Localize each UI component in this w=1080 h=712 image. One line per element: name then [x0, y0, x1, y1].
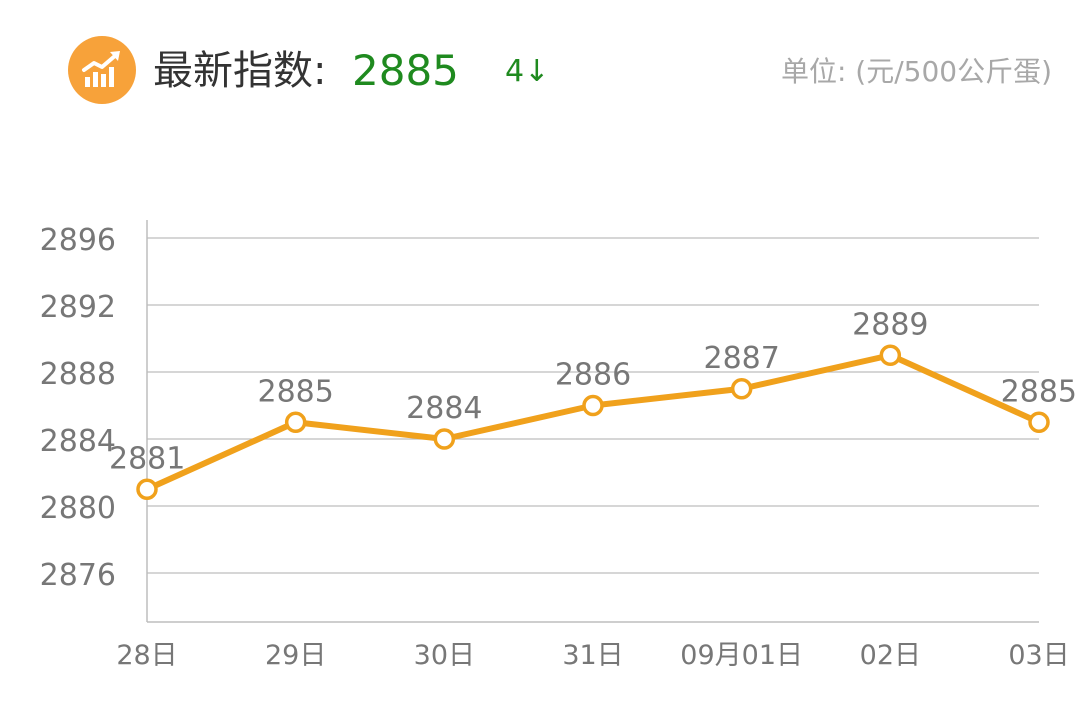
y-tick-label: 2880: [40, 491, 116, 526]
data-points: [136, 344, 1050, 500]
data-point: [136, 478, 158, 500]
x-tick-label: 03日: [1008, 640, 1069, 671]
data-label: 2886: [555, 358, 631, 393]
x-tick-label: 29日: [265, 640, 326, 671]
latest-index-value: 2885: [352, 46, 459, 95]
data-point: [730, 378, 753, 400]
data-label: 2885: [257, 374, 333, 409]
data-label: 2885: [1001, 374, 1077, 409]
x-axis-tick-labels: 28日 29日 30日 31日 09月01日 02日 03日: [116, 640, 1069, 671]
y-tick-label: 2892: [40, 290, 116, 325]
latest-index-label: 最新指数:: [153, 48, 327, 94]
x-tick-label: 02日: [860, 640, 921, 671]
y-tick-label: 2896: [40, 223, 116, 258]
unit-label: 单位: (元/500公斤蛋): [780, 55, 1052, 88]
data-labels: 2881 2885 2884 2886 2887 2889 2885: [109, 307, 1077, 476]
data-label: 2889: [852, 307, 928, 342]
x-tick-label: 30日: [414, 640, 475, 671]
x-tick-label: 09月01日: [680, 640, 803, 671]
y-axis-tick-labels: 2876 2880 2884 2888 2892 2896: [40, 223, 116, 593]
data-label: 2881: [109, 441, 185, 476]
data-point: [1028, 411, 1050, 433]
grid-lines: [147, 237, 1039, 574]
y-tick-label: 2876: [40, 558, 116, 593]
data-label: 2887: [703, 341, 779, 376]
data-label: 2884: [406, 391, 482, 426]
data-point: [433, 428, 456, 450]
data-point: [879, 344, 902, 366]
y-tick-label: 2884: [40, 424, 116, 459]
index-change-indicator: 4↓: [505, 54, 550, 89]
data-point: [284, 411, 307, 433]
trend-chart-icon: [68, 36, 136, 104]
x-tick-label: 28日: [116, 640, 177, 671]
chart-header: 最新指数: 2885 4↓ 单位: (元/500公斤蛋): [0, 0, 1080, 140]
x-tick-label: 31日: [562, 640, 623, 671]
data-point: [582, 394, 604, 417]
axes: [146, 220, 1039, 623]
y-tick-label: 2888: [40, 357, 116, 392]
